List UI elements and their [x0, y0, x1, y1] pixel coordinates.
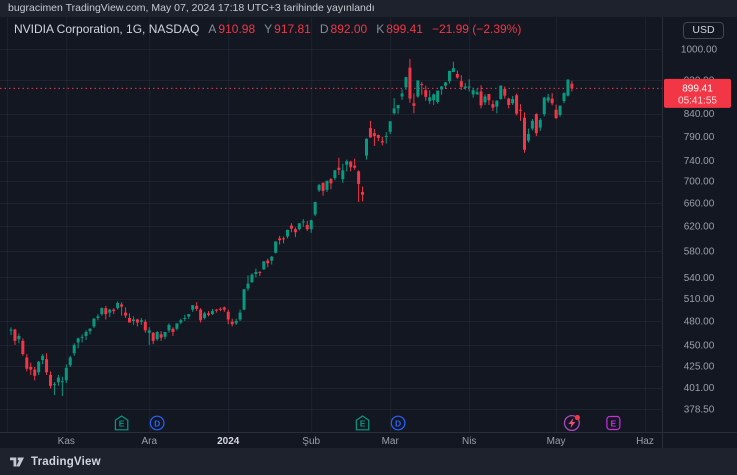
low-label: D [319, 22, 329, 36]
footer-brand-link[interactable]: TradingView [31, 455, 101, 468]
svg-text:Şub: Şub [302, 436, 320, 447]
svg-text:660.00: 660.00 [684, 199, 715, 210]
svg-text:620.00: 620.00 [684, 222, 715, 233]
close-value: 899.41 [386, 22, 423, 36]
dividend-icon[interactable]: D [390, 415, 406, 431]
svg-text:Mar: Mar [382, 436, 400, 447]
svg-text:D: D [154, 419, 160, 429]
svg-text:May: May [547, 436, 566, 447]
svg-text:790.00: 790.00 [684, 132, 715, 143]
svg-text:425.00: 425.00 [684, 362, 715, 373]
currency-toggle-button[interactable]: USD [683, 22, 724, 39]
svg-text:05:41:55: 05:41:55 [678, 95, 717, 106]
candlestick-series[interactable] [9, 58, 574, 397]
open-value: 910.98 [218, 22, 256, 36]
svg-text:E: E [360, 419, 366, 429]
svg-text:378.50: 378.50 [684, 405, 715, 416]
close-label: K [376, 22, 385, 36]
svg-text:540.00: 540.00 [684, 273, 715, 284]
svg-text:E: E [119, 419, 125, 429]
svg-text:Ara: Ara [141, 436, 157, 447]
footer-bar: TradingView [0, 448, 737, 475]
grid [0, 17, 662, 432]
svg-text:510.00: 510.00 [684, 294, 715, 305]
svg-text:2024: 2024 [217, 436, 240, 447]
svg-text:E: E [611, 419, 617, 429]
svg-text:401.00: 401.00 [684, 383, 715, 394]
change-value: −21.99 (−2.39%) [431, 22, 522, 36]
svg-text:Nis: Nis [462, 436, 476, 447]
svg-text:700.00: 700.00 [684, 177, 715, 188]
svg-text:450.00: 450.00 [684, 340, 715, 351]
earnings-icon[interactable]: E [114, 415, 129, 431]
dividend-icon[interactable]: D [149, 415, 165, 431]
svg-text:1000.00: 1000.00 [681, 45, 718, 56]
upcoming-earnings-icon[interactable]: E [606, 415, 621, 431]
chart-canvas[interactable]: 1000.00920.00840.00790.00740.00700.00660… [0, 0, 737, 448]
publication-text: bugracimen TradingView.com, May 07, 2024… [8, 2, 375, 14]
stream-icon[interactable] [563, 414, 581, 432]
high-label: Y [264, 22, 273, 36]
symbol-info-bar: NVIDIA Corporation, 1G, NASDAQ A 910.98 … [14, 22, 521, 36]
publication-bar: bugracimen TradingView.com, May 07, 2024… [0, 0, 737, 17]
svg-text:D: D [395, 419, 401, 429]
open-label: A [208, 22, 217, 36]
low-value: 892.00 [330, 22, 368, 36]
time-axis[interactable]: Kas Ara 2024 Şub Mar Nis May Haz [58, 436, 654, 447]
svg-text:899.41: 899.41 [682, 83, 713, 94]
earnings-icon[interactable]: E [355, 415, 370, 431]
svg-text:840.00: 840.00 [684, 109, 715, 120]
svg-text:740.00: 740.00 [684, 156, 715, 167]
svg-text:480.00: 480.00 [684, 317, 715, 328]
symbol-title[interactable]: NVIDIA Corporation, 1G, NASDAQ [14, 22, 200, 36]
tradingview-logo[interactable] [10, 456, 24, 468]
high-value: 917.81 [274, 22, 311, 36]
svg-text:Haz: Haz [636, 436, 654, 447]
svg-text:Kas: Kas [58, 436, 75, 447]
svg-text:580.00: 580.00 [684, 246, 715, 257]
